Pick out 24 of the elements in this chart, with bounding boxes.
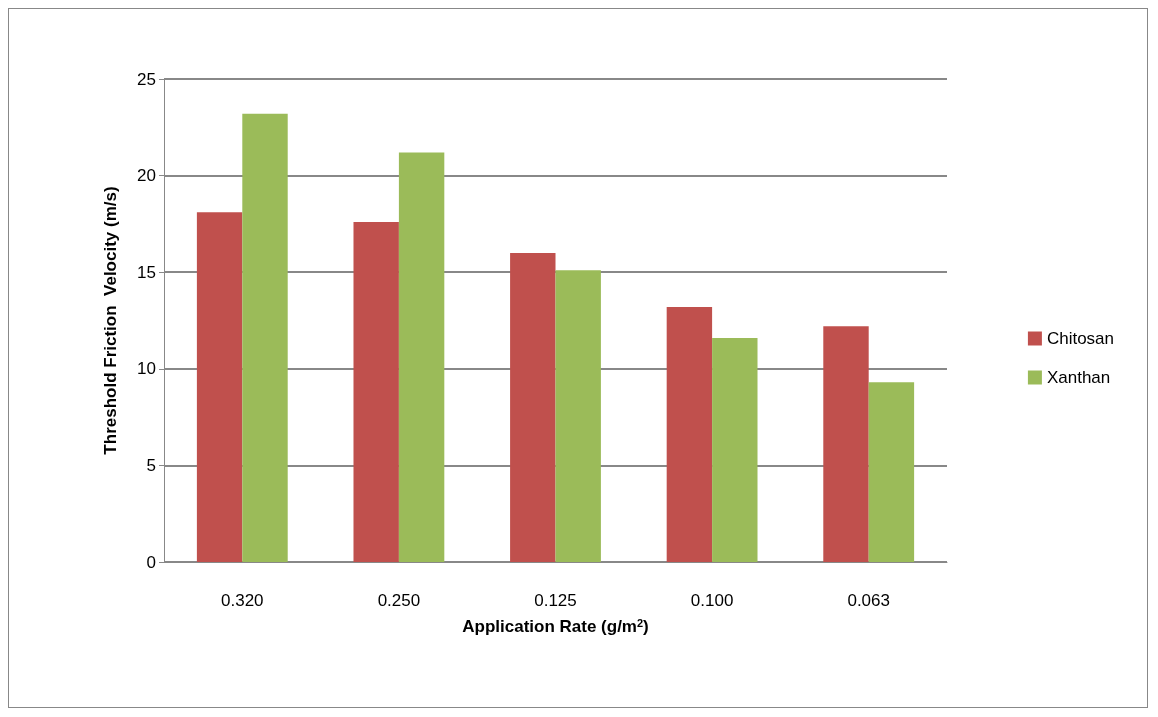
bar: [712, 337, 758, 562]
y-axis-title: Threshold Friction Velocity (m/s): [101, 186, 120, 455]
bar: [510, 252, 556, 562]
y-tick-label: 20: [137, 166, 156, 186]
y-tick-label: 10: [137, 359, 156, 379]
y-tick-label: 15: [137, 262, 156, 282]
x-tick-label: 0.063: [847, 591, 890, 610]
bar: [353, 221, 399, 562]
bar: [196, 212, 243, 562]
y-tick-label: 5: [146, 455, 156, 475]
bar: [666, 306, 713, 562]
x-tick-label: 0.320: [221, 591, 264, 610]
legend-label: Chitosan: [1046, 329, 1115, 348]
bar: [823, 326, 869, 562]
x-tick-label: 0.100: [690, 591, 734, 610]
bar: [398, 152, 445, 562]
bar: [555, 270, 601, 562]
bar: [868, 382, 915, 562]
x-tick-label: 0.250: [377, 591, 421, 610]
legend-label: Xanthan: [1046, 368, 1111, 387]
y-tick-label: 25: [137, 69, 156, 89]
y-tick-label: 0: [146, 552, 156, 572]
x-tick-label: 0.125: [534, 591, 577, 610]
bar: [242, 113, 288, 562]
